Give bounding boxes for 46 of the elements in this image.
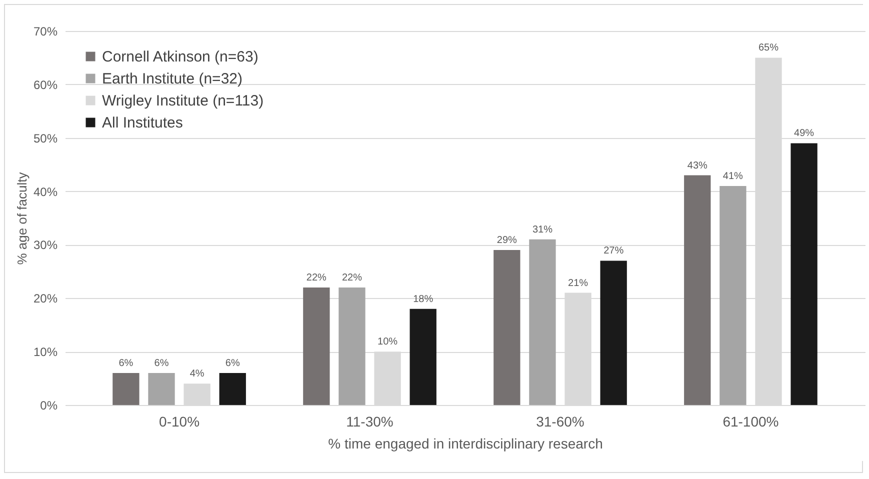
data-label: 21% <box>568 278 588 289</box>
bar <box>410 308 436 405</box>
data-label: 41% <box>722 170 744 182</box>
data-label: 43% <box>687 160 708 172</box>
legend-label: All Institutes <box>102 114 183 132</box>
data-label: 4% <box>190 368 204 380</box>
y-tick-label: 50% <box>33 131 58 146</box>
bar <box>600 260 627 405</box>
bar <box>684 175 711 405</box>
x-tick-label: 61-100% <box>722 414 779 430</box>
y-tick-label: 0% <box>40 398 58 412</box>
bar <box>303 287 330 405</box>
data-label: 49% <box>794 128 814 140</box>
y-tick-label: 10% <box>33 345 58 360</box>
x-tick-label: 31-60% <box>536 414 584 430</box>
bar <box>529 239 556 405</box>
y-axis-title: % age of faculty <box>14 172 30 265</box>
data-label: 18% <box>413 294 434 305</box>
x-axis-title: % time engaged in interdisciplinary research <box>328 436 603 452</box>
y-tick-label: 40% <box>33 184 58 199</box>
bar <box>790 143 818 405</box>
y-tick-label: 70% <box>33 24 58 38</box>
bar <box>338 287 366 405</box>
data-label: 22% <box>342 272 362 284</box>
x-tick-label: 11-30% <box>346 414 394 430</box>
y-tick-label: 20% <box>33 292 58 306</box>
data-label: 22% <box>306 272 327 284</box>
bar <box>219 372 246 405</box>
data-label: 6% <box>225 358 240 369</box>
data-label: 65% <box>758 42 779 54</box>
legend-label: Wrigley Institute (n=113) <box>102 92 264 110</box>
legend-label: Cornell Atkinson (n=63) <box>102 48 258 66</box>
bar <box>148 372 175 405</box>
data-label: 10% <box>378 336 398 348</box>
bar <box>112 372 140 405</box>
data-label: 31% <box>532 224 553 236</box>
data-label: 6% <box>154 358 169 369</box>
y-tick-label: 30% <box>33 238 58 252</box>
x-tick-label: 0-10% <box>159 414 200 430</box>
bar <box>494 250 520 405</box>
y-tick-label: 60% <box>33 78 58 92</box>
data-label: 6% <box>118 358 134 369</box>
bar <box>720 186 746 405</box>
data-label: 29% <box>496 235 518 246</box>
data-label: 27% <box>604 246 624 257</box>
legend-label: Earth Institute (n=32) <box>102 70 242 88</box>
